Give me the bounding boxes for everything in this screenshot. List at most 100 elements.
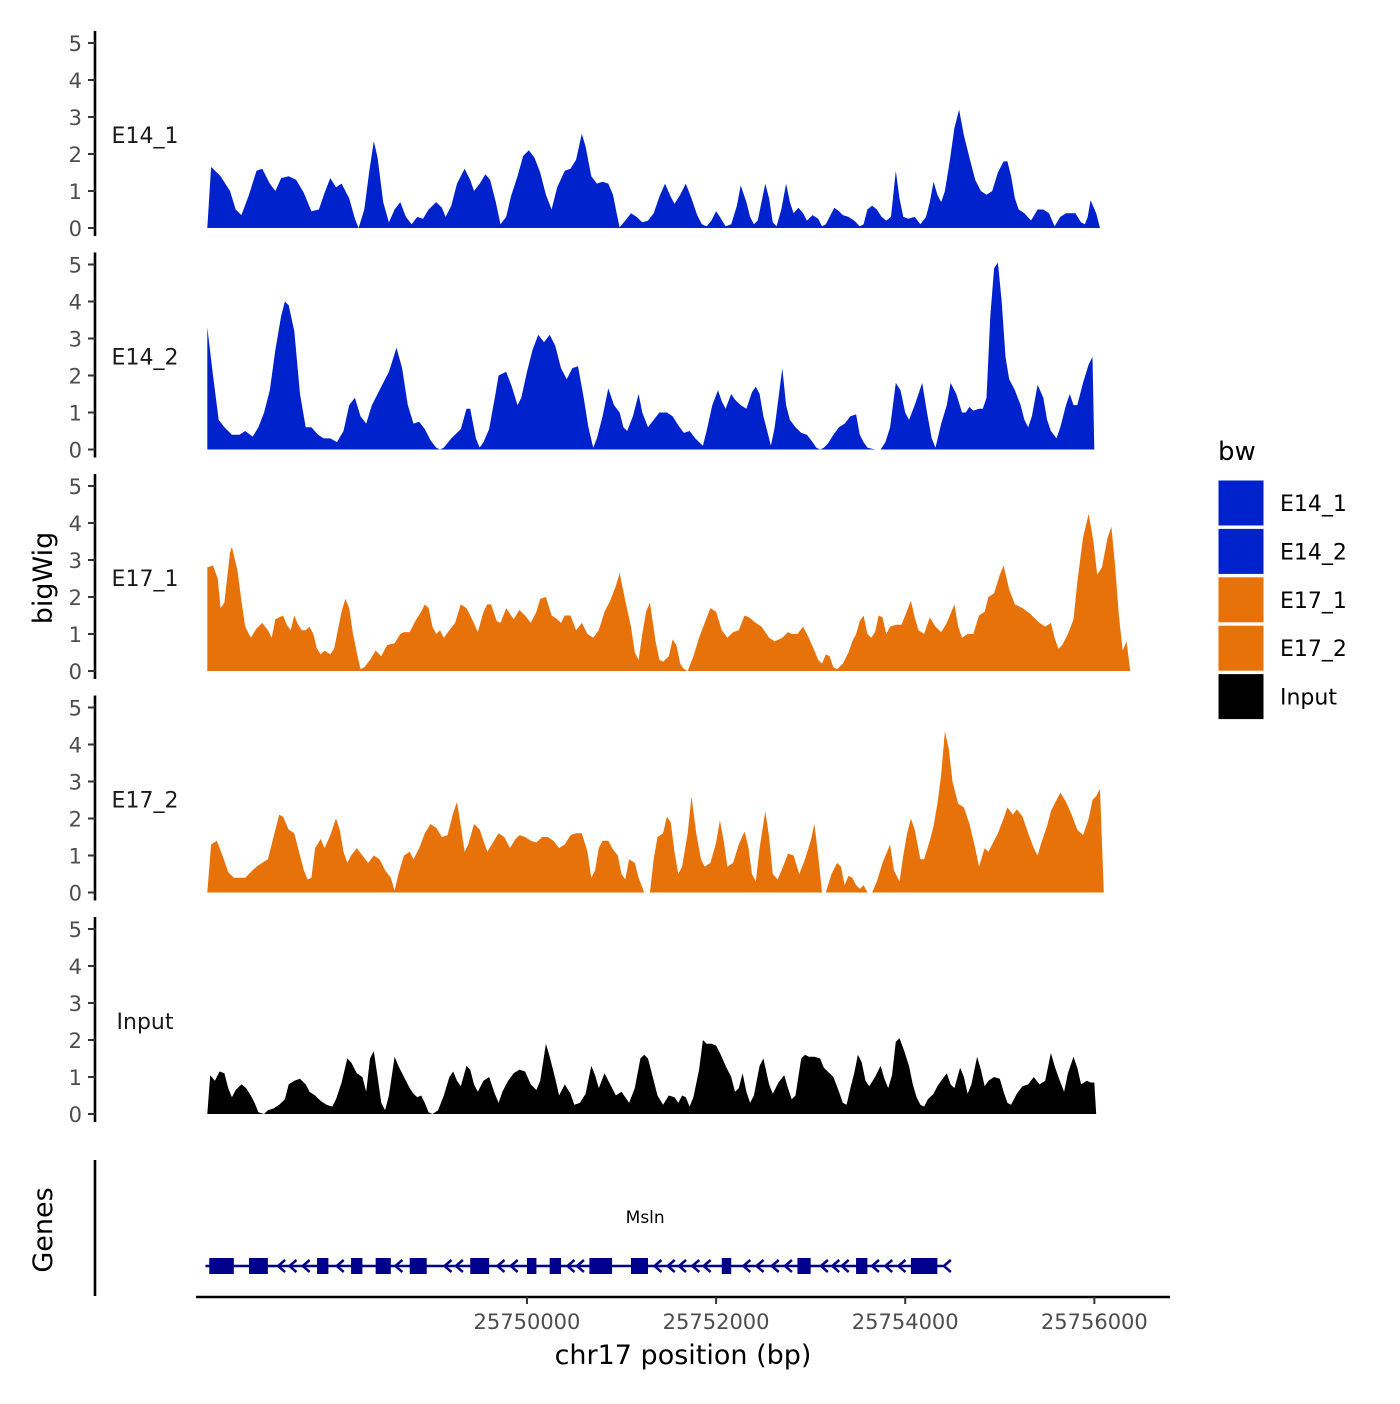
legend-key-E17_2 [1217,624,1265,672]
strand-arrow [690,1259,701,1273]
exon [470,1258,490,1274]
genes-panel: Msln [93,1160,952,1296]
legend-key-E17_1 [1217,576,1265,624]
y-tick-label: 4 [69,512,82,536]
track-label: E17_2 [112,789,179,814]
strand-arrow [941,1259,952,1273]
strand-arrow [508,1259,519,1273]
strand-arrow [565,1259,576,1273]
y-tick-label: 5 [69,918,82,942]
strand-arrow [839,1259,850,1273]
legend-label-E14_2: E14_2 [1280,540,1347,565]
y-tick-label: 4 [69,734,82,758]
gene-name-label: Msln [626,1208,665,1228]
exon [209,1258,234,1274]
y-tick-label: 3 [69,771,82,795]
strand-arrow [300,1259,311,1273]
exon [797,1258,811,1274]
y-tick-label: 5 [69,475,82,499]
strand-arrow [818,1259,829,1273]
x-axis: 25750000 25752000 25754000 25756000 [196,1295,1170,1334]
exon [721,1258,732,1274]
x-tick-label: 25752000 [663,1310,770,1334]
strand-arrow [575,1259,585,1273]
strand-arrow [495,1259,506,1273]
x-tick-label: 25754000 [852,1310,959,1334]
exon [526,1258,537,1274]
strand-arrow [883,1259,894,1273]
exon [910,1258,938,1274]
y-tick-label: 5 [69,32,82,56]
exon [630,1258,649,1274]
exon [409,1258,427,1274]
track-E14_2: 0 1 2 3 4 5 E14_2 [69,252,1095,463]
y-tick-label: 1 [69,623,82,647]
strand-arrow [870,1259,880,1273]
y-tick-label: 5 [69,254,82,278]
y-tick-label: 1 [69,180,82,204]
y-tick-label: 4 [69,291,82,315]
track-E14_1: 0 1 2 3 4 5 E14_1 [69,31,1101,241]
x-tick-label: 25750000 [474,1310,581,1334]
x-axis-label: chr17 position (bp) [555,1340,812,1371]
y-tick-label: 2 [69,808,82,832]
legend-key-E14_2 [1217,527,1265,575]
strand-arrow [287,1259,298,1273]
strand-arrow [896,1259,907,1273]
y-tick-label: 0 [69,660,82,684]
track-Input: 0 1 2 3 4 5 Input [69,917,1097,1127]
exon [351,1258,363,1274]
coverage-area [207,513,1131,671]
y-tick-label: 4 [69,955,82,979]
x-tick-label: 25756000 [1041,1310,1148,1334]
genes-axis-label: Genes [28,1187,59,1272]
y-tick-label: 4 [69,69,82,93]
y-tick-label: 3 [69,328,82,352]
coverage-area [207,1038,1097,1114]
y-tick-label: 3 [69,992,82,1016]
strand-arrow [769,1259,780,1273]
strand-arrow [652,1259,663,1273]
track-label: Input [117,1010,174,1035]
legend-key-E14_1 [1217,479,1265,527]
y-axis-label: bigWig [28,532,59,625]
strand-arrow [741,1259,752,1273]
y-tick-label: 3 [69,549,82,573]
track-label: E14_1 [112,124,179,149]
y-tick-label: 1 [69,402,82,426]
y-tick-label: 3 [69,106,82,130]
strand-arrow [830,1259,841,1273]
strand-arrow [701,1259,712,1273]
track-E17_1: 0 1 2 3 4 5 E17_1 [69,474,1131,684]
y-tick-label: 0 [69,217,82,241]
track-E17_2: 0 1 2 3 4 5 E17_2 [69,695,1104,906]
y-tick-label: 0 [69,1103,82,1127]
strand-arrow [677,1259,687,1273]
track-label: E17_1 [112,567,179,592]
exon [248,1258,268,1274]
y-tick-label: 2 [69,365,82,389]
legend-label-E17_1: E17_1 [1280,589,1347,614]
strand-arrow [783,1259,793,1273]
coverage-area [207,109,1101,228]
exon [856,1258,868,1274]
y-tick-label: 2 [69,143,82,167]
y-tick-label: 2 [69,586,82,610]
y-tick-label: 2 [69,1029,82,1053]
strand-arrow [393,1259,404,1273]
gene-Msln: Msln [205,1208,952,1274]
exon [375,1258,391,1274]
strand-arrow [665,1259,676,1273]
coverage-area [207,731,1104,893]
exon [317,1258,329,1274]
legend-label-Input: Input [1280,686,1337,711]
strand-arrow [442,1259,453,1273]
y-tick-label: 5 [69,697,82,721]
y-tick-label: 1 [69,845,82,869]
exon [549,1258,562,1274]
exon [589,1258,613,1274]
strand-arrow [754,1259,765,1273]
y-tick-label: 0 [69,882,82,906]
